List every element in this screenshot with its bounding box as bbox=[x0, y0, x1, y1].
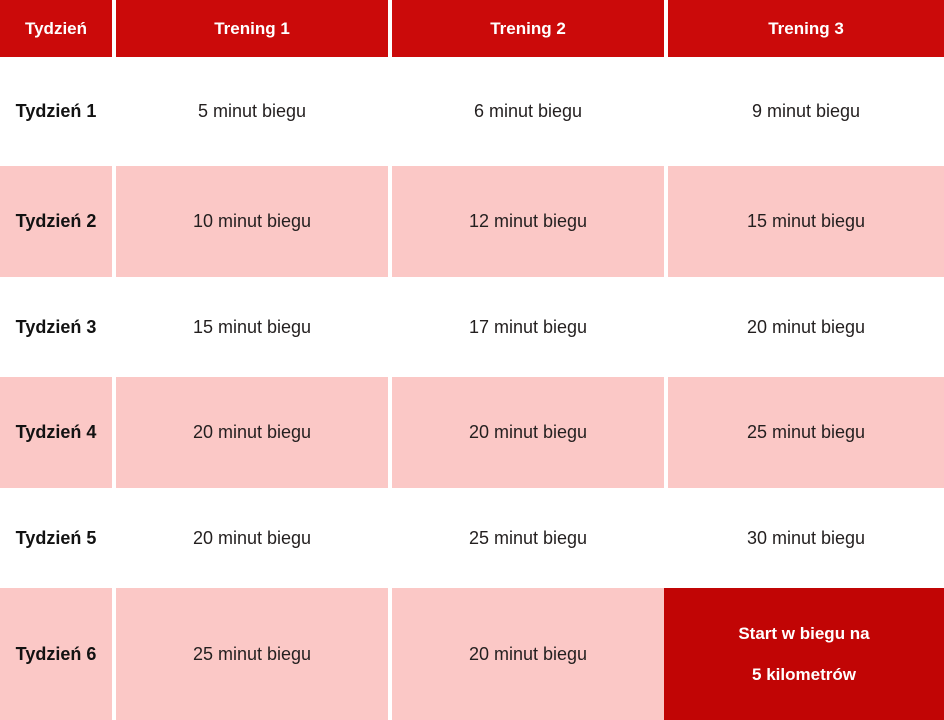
week-label-4: Tydzień 4 bbox=[0, 377, 112, 488]
cell-w4-t3: 25 minut biegu bbox=[668, 377, 944, 488]
cell-w5-t3: 30 minut biegu bbox=[668, 488, 944, 588]
cell-w1-t2: 6 minut biegu bbox=[392, 57, 664, 166]
week-label-3: Tydzień 3 bbox=[0, 277, 112, 377]
cell-w6-t1: 25 minut biegu bbox=[116, 588, 388, 720]
header-cell-trening2: Trening 2 bbox=[392, 0, 664, 57]
cell-w3-t3: 20 minut biegu bbox=[668, 277, 944, 377]
cell-w3-t2: 17 minut biegu bbox=[392, 277, 664, 377]
cell-w4-t2: 20 minut biegu bbox=[392, 377, 664, 488]
race-start-line-1: Start w biegu na bbox=[738, 624, 870, 643]
cell-w5-t1: 20 minut biegu bbox=[116, 488, 388, 588]
cell-w1-t3: 9 minut biegu bbox=[668, 57, 944, 166]
week-label-2: Tydzień 2 bbox=[0, 166, 112, 277]
week-label-6: Tydzień 6 bbox=[0, 588, 112, 720]
cell-w2-t3: 15 minut biegu bbox=[668, 166, 944, 277]
week-label-5: Tydzień 5 bbox=[0, 488, 112, 588]
header-cell-trening3: Trening 3 bbox=[668, 0, 944, 57]
cell-w4-t1: 20 minut biegu bbox=[116, 377, 388, 488]
cell-w2-t2: 12 minut biegu bbox=[392, 166, 664, 277]
header-cell-trening1: Trening 1 bbox=[116, 0, 388, 57]
cell-w6-t2: 20 minut biegu bbox=[392, 588, 664, 720]
cell-w1-t1: 5 minut biegu bbox=[116, 57, 388, 166]
week-label-1: Tydzień 1 bbox=[0, 57, 112, 166]
cell-w2-t1: 10 minut biegu bbox=[116, 166, 388, 277]
cell-w5-t2: 25 minut biegu bbox=[392, 488, 664, 588]
race-start-cell: Start w biegu na 5 kilometrów bbox=[664, 588, 944, 720]
header-cell-week: Tydzień bbox=[0, 0, 112, 57]
cell-w3-t1: 15 minut biegu bbox=[116, 277, 388, 377]
race-start-line-2: 5 kilometrów bbox=[752, 665, 856, 684]
